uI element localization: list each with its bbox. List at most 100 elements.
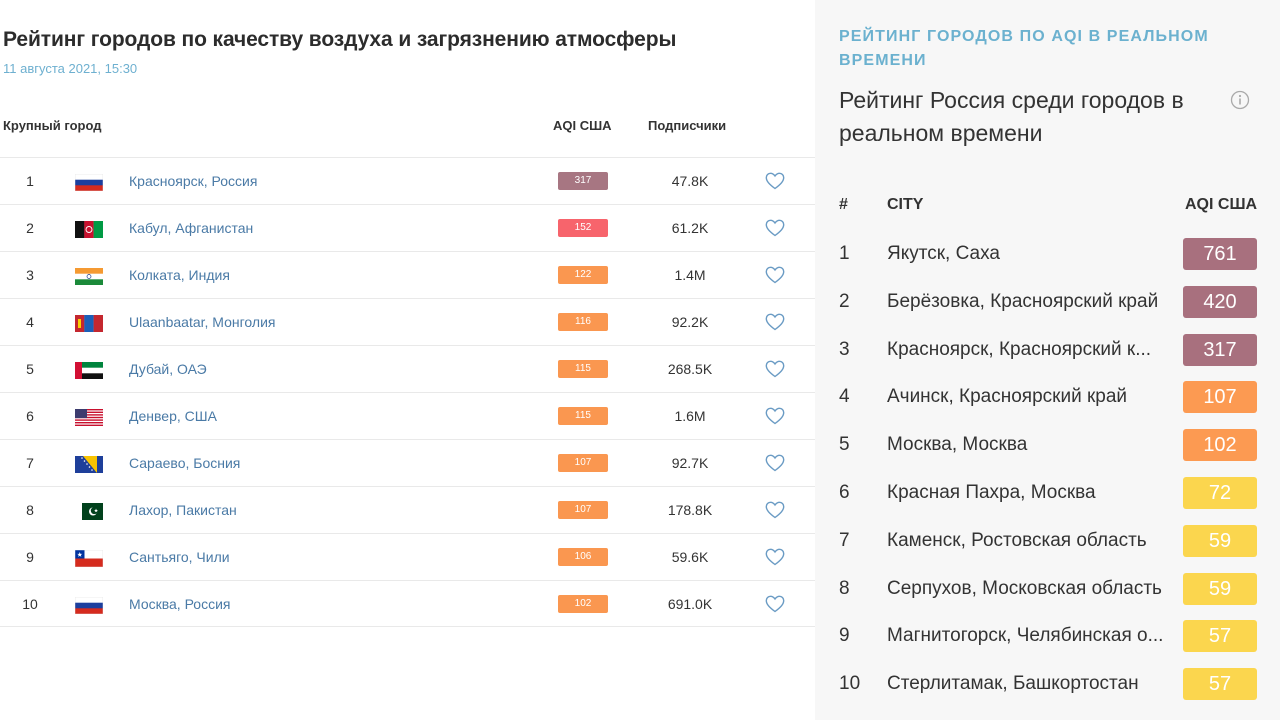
flag-chile-icon	[75, 550, 103, 567]
rank-number: 7	[26, 455, 34, 471]
aqi-badge: 72	[1183, 476, 1257, 509]
city-name[interactable]: Стерлитамак, Башкортостан	[887, 673, 1139, 695]
heart-icon[interactable]	[765, 454, 785, 472]
panel-title: Рейтинг Россия среди городов в реальном …	[839, 87, 1184, 146]
rank-number: 3	[839, 338, 850, 360]
rank-number: 9	[26, 549, 34, 565]
table-row: 1 Красноярск, Россия 317 47.8K	[0, 157, 815, 204]
city-name[interactable]: Каменск, Ростовская область	[887, 529, 1147, 551]
aqi-badge: 317	[1183, 333, 1257, 366]
subscriber-count: 47.8K	[671, 173, 709, 189]
realtime-row: 1 Якутск, Саха 761	[815, 230, 1280, 278]
flag-bosnia-icon	[75, 456, 103, 473]
table-row: 10 Москва, Россия 102 691.0K	[0, 580, 815, 627]
city-name[interactable]: Красная Пахра, Москва	[887, 481, 1096, 503]
aqi-badge: 107	[558, 501, 608, 519]
rank-number: 10	[22, 596, 38, 612]
city-name[interactable]: Магнитогорск, Челябинская о...	[887, 625, 1164, 647]
realtime-row: 5 Москва, Москва 102	[815, 421, 1280, 469]
heart-icon[interactable]	[765, 266, 785, 284]
city-link[interactable]: Ulaanbaatar, Монголия	[129, 314, 276, 330]
aqi-badge: 102	[558, 595, 608, 613]
flag-afghanistan-icon	[75, 221, 103, 238]
rank-number: 1	[26, 173, 34, 189]
table-row: 7 Сараево, Босния 107 92.7K	[0, 439, 815, 486]
city-name[interactable]: Якутск, Саха	[887, 243, 1000, 264]
realtime-ranking-table: 1 Якутск, Саха 761 2 Берёзовка, Красноярский…	[815, 230, 1280, 708]
aqi-badge: 59	[1183, 572, 1257, 605]
city-link[interactable]: Сантьяго, Чили	[129, 549, 230, 565]
aqi-badge: 317	[558, 172, 608, 190]
heart-icon[interactable]	[765, 501, 785, 519]
heart-icon[interactable]	[765, 595, 785, 613]
realtime-row: 6 Красная Пахра, Москва 72	[815, 469, 1280, 517]
city-name[interactable]: Красноярск, Красноярский к...	[887, 338, 1152, 360]
subscriber-count: 59.6K	[671, 549, 709, 565]
aqi-badge: 59	[1183, 524, 1257, 557]
flag-uae-icon	[75, 362, 103, 379]
city-link[interactable]: Денвер, США	[129, 408, 217, 424]
heart-icon[interactable]	[765, 407, 785, 425]
rank-number: 6	[26, 408, 34, 424]
city-link[interactable]: Красноярск, Россия	[129, 173, 258, 189]
city-ranking-panel: Рейтинг городов по качеству воздуха и за…	[0, 28, 815, 627]
flag-usa-icon	[75, 409, 103, 426]
heart-icon[interactable]	[765, 548, 785, 566]
rank-number: 8	[839, 577, 850, 599]
rank-number: 10	[839, 673, 861, 695]
flag-russia-icon	[75, 597, 103, 614]
aqi-badge: 102	[1183, 429, 1257, 462]
realtime-row: 9 Магнитогорск, Челябинская о... 57	[815, 612, 1280, 660]
heart-icon[interactable]	[765, 360, 785, 378]
page-title: Рейтинг городов по качеству воздуха и за…	[3, 28, 677, 51]
table-row: 6 Денвер, США 115 1.6M	[0, 392, 815, 439]
city-name[interactable]: Москва, Москва	[887, 434, 1028, 456]
city-name[interactable]: Серпухов, Московская область	[887, 577, 1162, 599]
subscriber-count: 691.0K	[667, 596, 713, 612]
subscriber-count: 268.5K	[667, 361, 713, 377]
rank-number: 9	[839, 625, 850, 647]
rank-number: 1	[839, 243, 850, 264]
city-link[interactable]: Лахор, Пакистан	[129, 502, 237, 518]
info-icon[interactable]	[1230, 90, 1250, 110]
aqi-badge: 115	[558, 360, 608, 378]
city-link[interactable]: Сараево, Босния	[129, 455, 241, 471]
aqi-badge: 57	[1183, 668, 1257, 701]
rank-number: 5	[26, 361, 34, 377]
city-link[interactable]: Колката, Индия	[129, 267, 230, 283]
subscriber-count: 178.8K	[667, 502, 713, 518]
column-header-subscribers: Подписчики	[648, 118, 727, 133]
flag-mongolia-icon	[75, 315, 103, 332]
table-row: 2 Кабул, Афганистан 152 61.2K	[0, 204, 815, 251]
aqi-badge: 107	[1183, 381, 1257, 414]
city-link[interactable]: Дубай, ОАЭ	[129, 361, 207, 377]
rank-number: 8	[26, 502, 34, 518]
realtime-row: 8 Серпухов, Московская область 59	[815, 565, 1280, 613]
column-header-aqi: AQI США	[553, 118, 612, 133]
city-name[interactable]: Берёзовка, Красноярский край	[887, 290, 1159, 312]
realtime-row: 10 Стерлитамак, Башкортостан 57	[815, 660, 1280, 708]
column-header-aqi: AQI США	[1185, 196, 1258, 213]
table-row: 4 Ulaanbaatar, Монголия 116 92.2K	[0, 298, 815, 345]
subscriber-count: 61.2K	[671, 220, 709, 236]
city-name[interactable]: Ачинск, Красноярский край	[887, 386, 1128, 408]
aqi-badge: 115	[558, 407, 608, 425]
aqi-badge: 106	[558, 548, 608, 566]
aqi-badge: 116	[558, 313, 608, 331]
aqi-badge: 420	[1183, 285, 1257, 318]
column-header-city: CITY	[887, 196, 924, 213]
heart-icon[interactable]	[765, 172, 785, 190]
table-header: Крупный город AQI США Подписчики	[0, 118, 815, 134]
table-row: 3 Колката, Индия 122 1.4M	[0, 251, 815, 298]
russia-realtime-panel: РЕЙТИНГ ГОРОДОВ ПО AQI В РЕАЛЬНОМ ВРЕМЕН…	[815, 0, 1280, 720]
heart-icon[interactable]	[765, 219, 785, 237]
realtime-row: 7 Каменск, Ростовская область 59	[815, 517, 1280, 565]
column-header-rank: #	[839, 196, 848, 213]
aqi-badge: 152	[558, 219, 608, 237]
heart-icon[interactable]	[765, 313, 785, 331]
city-link[interactable]: Кабул, Афганистан	[129, 220, 254, 236]
flag-pakistan-icon	[75, 503, 103, 520]
subscriber-count: 1.4M	[674, 267, 706, 283]
rank-number: 2	[26, 220, 34, 236]
city-link[interactable]: Москва, Россия	[129, 596, 231, 612]
